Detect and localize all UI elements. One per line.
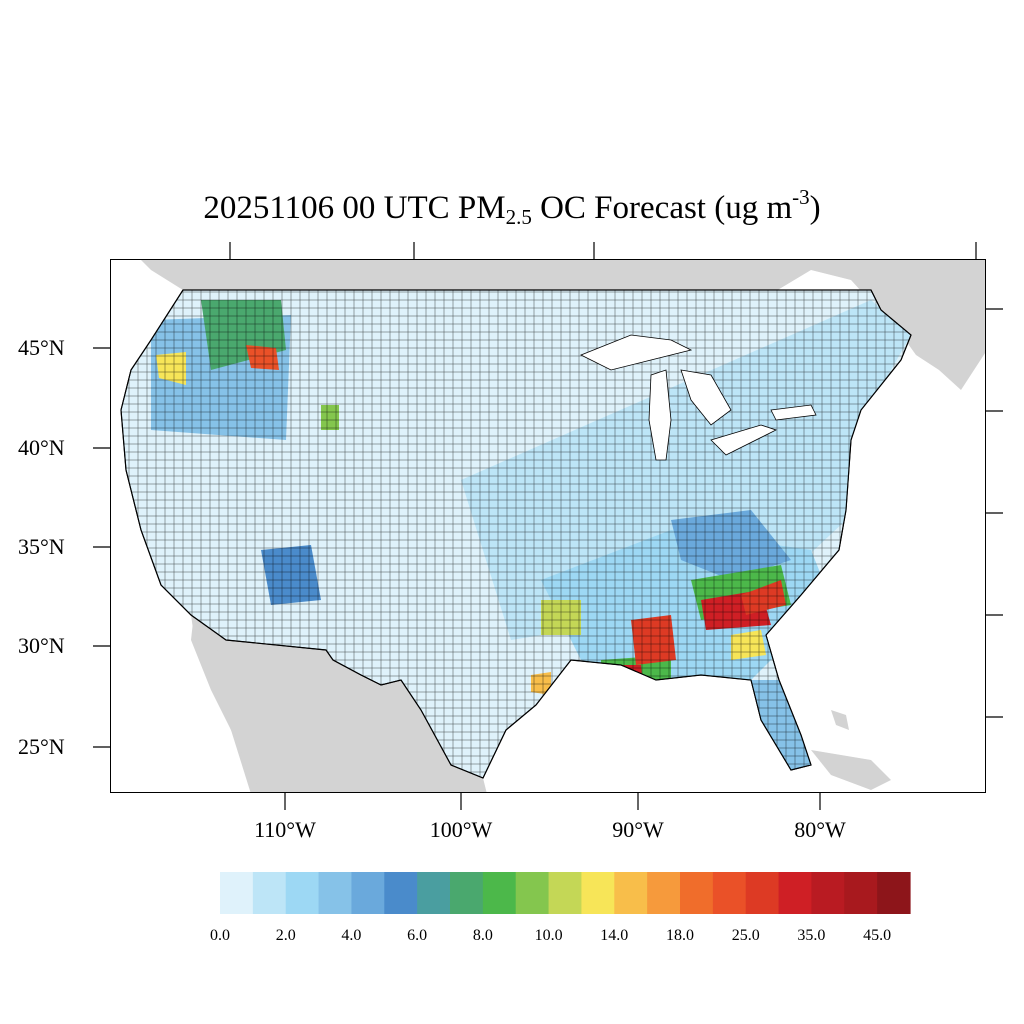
colorbar-label: 45.0 <box>863 927 892 944</box>
lat-label-35: 35°N <box>18 534 65 559</box>
colorbar-swatch <box>252 872 287 914</box>
colorbar-swatch <box>417 872 451 914</box>
colorbar-swatch <box>680 872 714 914</box>
lake-michigan <box>648 369 672 461</box>
left-ticks <box>93 347 110 748</box>
lat-label-25: 25°N <box>18 734 65 759</box>
colorbar-label: 10.0 <box>534 927 563 944</box>
lon-label-80w: 80°W <box>794 817 846 842</box>
lat-label-30: 30°N <box>18 633 65 658</box>
colorbar-swatch <box>778 872 813 914</box>
colorbar-label: 25.0 <box>731 927 760 944</box>
colorbar-label: 6.0 <box>407 927 428 944</box>
title-prefix: 20251106 00 UTC PM <box>203 190 506 226</box>
colorbar-swatch <box>647 872 681 914</box>
map-canvas <box>120 260 985 792</box>
us-outline <box>120 289 912 779</box>
colorbar-swatch <box>844 872 878 914</box>
colorbar-label: 14.0 <box>600 927 629 944</box>
lake-ontario <box>770 404 817 421</box>
colorbar-label: 0.0 <box>210 927 230 944</box>
colorbar-swatch <box>285 872 320 914</box>
colorbar-swatch <box>548 872 583 914</box>
colorbar-label: 35.0 <box>797 927 826 944</box>
colorbar-label: 4.0 <box>341 927 362 944</box>
colorbar-swatch <box>811 872 845 914</box>
colorbar-label: 2.0 <box>275 927 296 944</box>
lat-label-40: 40°N <box>18 435 65 460</box>
great-lakes <box>580 334 817 461</box>
map-frame <box>110 259 986 793</box>
title-superscript: -3 <box>792 185 810 209</box>
lon-label-110w: 110°W <box>254 817 316 842</box>
lake-erie <box>710 424 778 456</box>
right-ticks <box>986 308 1003 718</box>
map-title: 20251106 00 UTC PM2.5 OC Forecast (ug m-… <box>0 186 1024 230</box>
colorbar-swatch <box>482 872 517 914</box>
lon-label-100w: 100°W <box>429 817 493 842</box>
mexico-land <box>191 615 487 792</box>
colorbar-swatch <box>220 872 254 914</box>
baja-peninsula <box>191 622 271 792</box>
colorbar-swatch <box>450 872 484 914</box>
lake-huron <box>680 369 732 426</box>
colorbar-label: 8.0 <box>472 927 493 944</box>
title-middle: OC Forecast (ug m <box>531 190 793 226</box>
colorbar-swatch <box>515 872 550 914</box>
colorbar <box>220 872 911 914</box>
title-suffix: ) <box>809 190 821 226</box>
lat-label-45: 45°N <box>18 335 65 360</box>
cuba-island <box>811 750 891 790</box>
colorbar-swatch <box>351 872 385 914</box>
top-ticks <box>229 242 977 259</box>
lake-superior <box>580 334 693 371</box>
bahamas-island <box>831 710 849 730</box>
bottom-ticks <box>284 793 821 810</box>
colorbar-swatch <box>614 872 648 914</box>
lon-label-90w: 90°W <box>612 817 664 842</box>
colorbar-swatch <box>877 872 911 914</box>
colorbar-swatch <box>581 872 615 914</box>
colorbar-swatch <box>318 872 353 914</box>
title-subscript: 2.5 <box>505 205 532 229</box>
colorbar-swatch <box>384 872 418 914</box>
colorbar-swatch <box>712 872 747 914</box>
colorbar-swatch <box>745 872 780 914</box>
colorbar-label: 18.0 <box>666 927 694 944</box>
